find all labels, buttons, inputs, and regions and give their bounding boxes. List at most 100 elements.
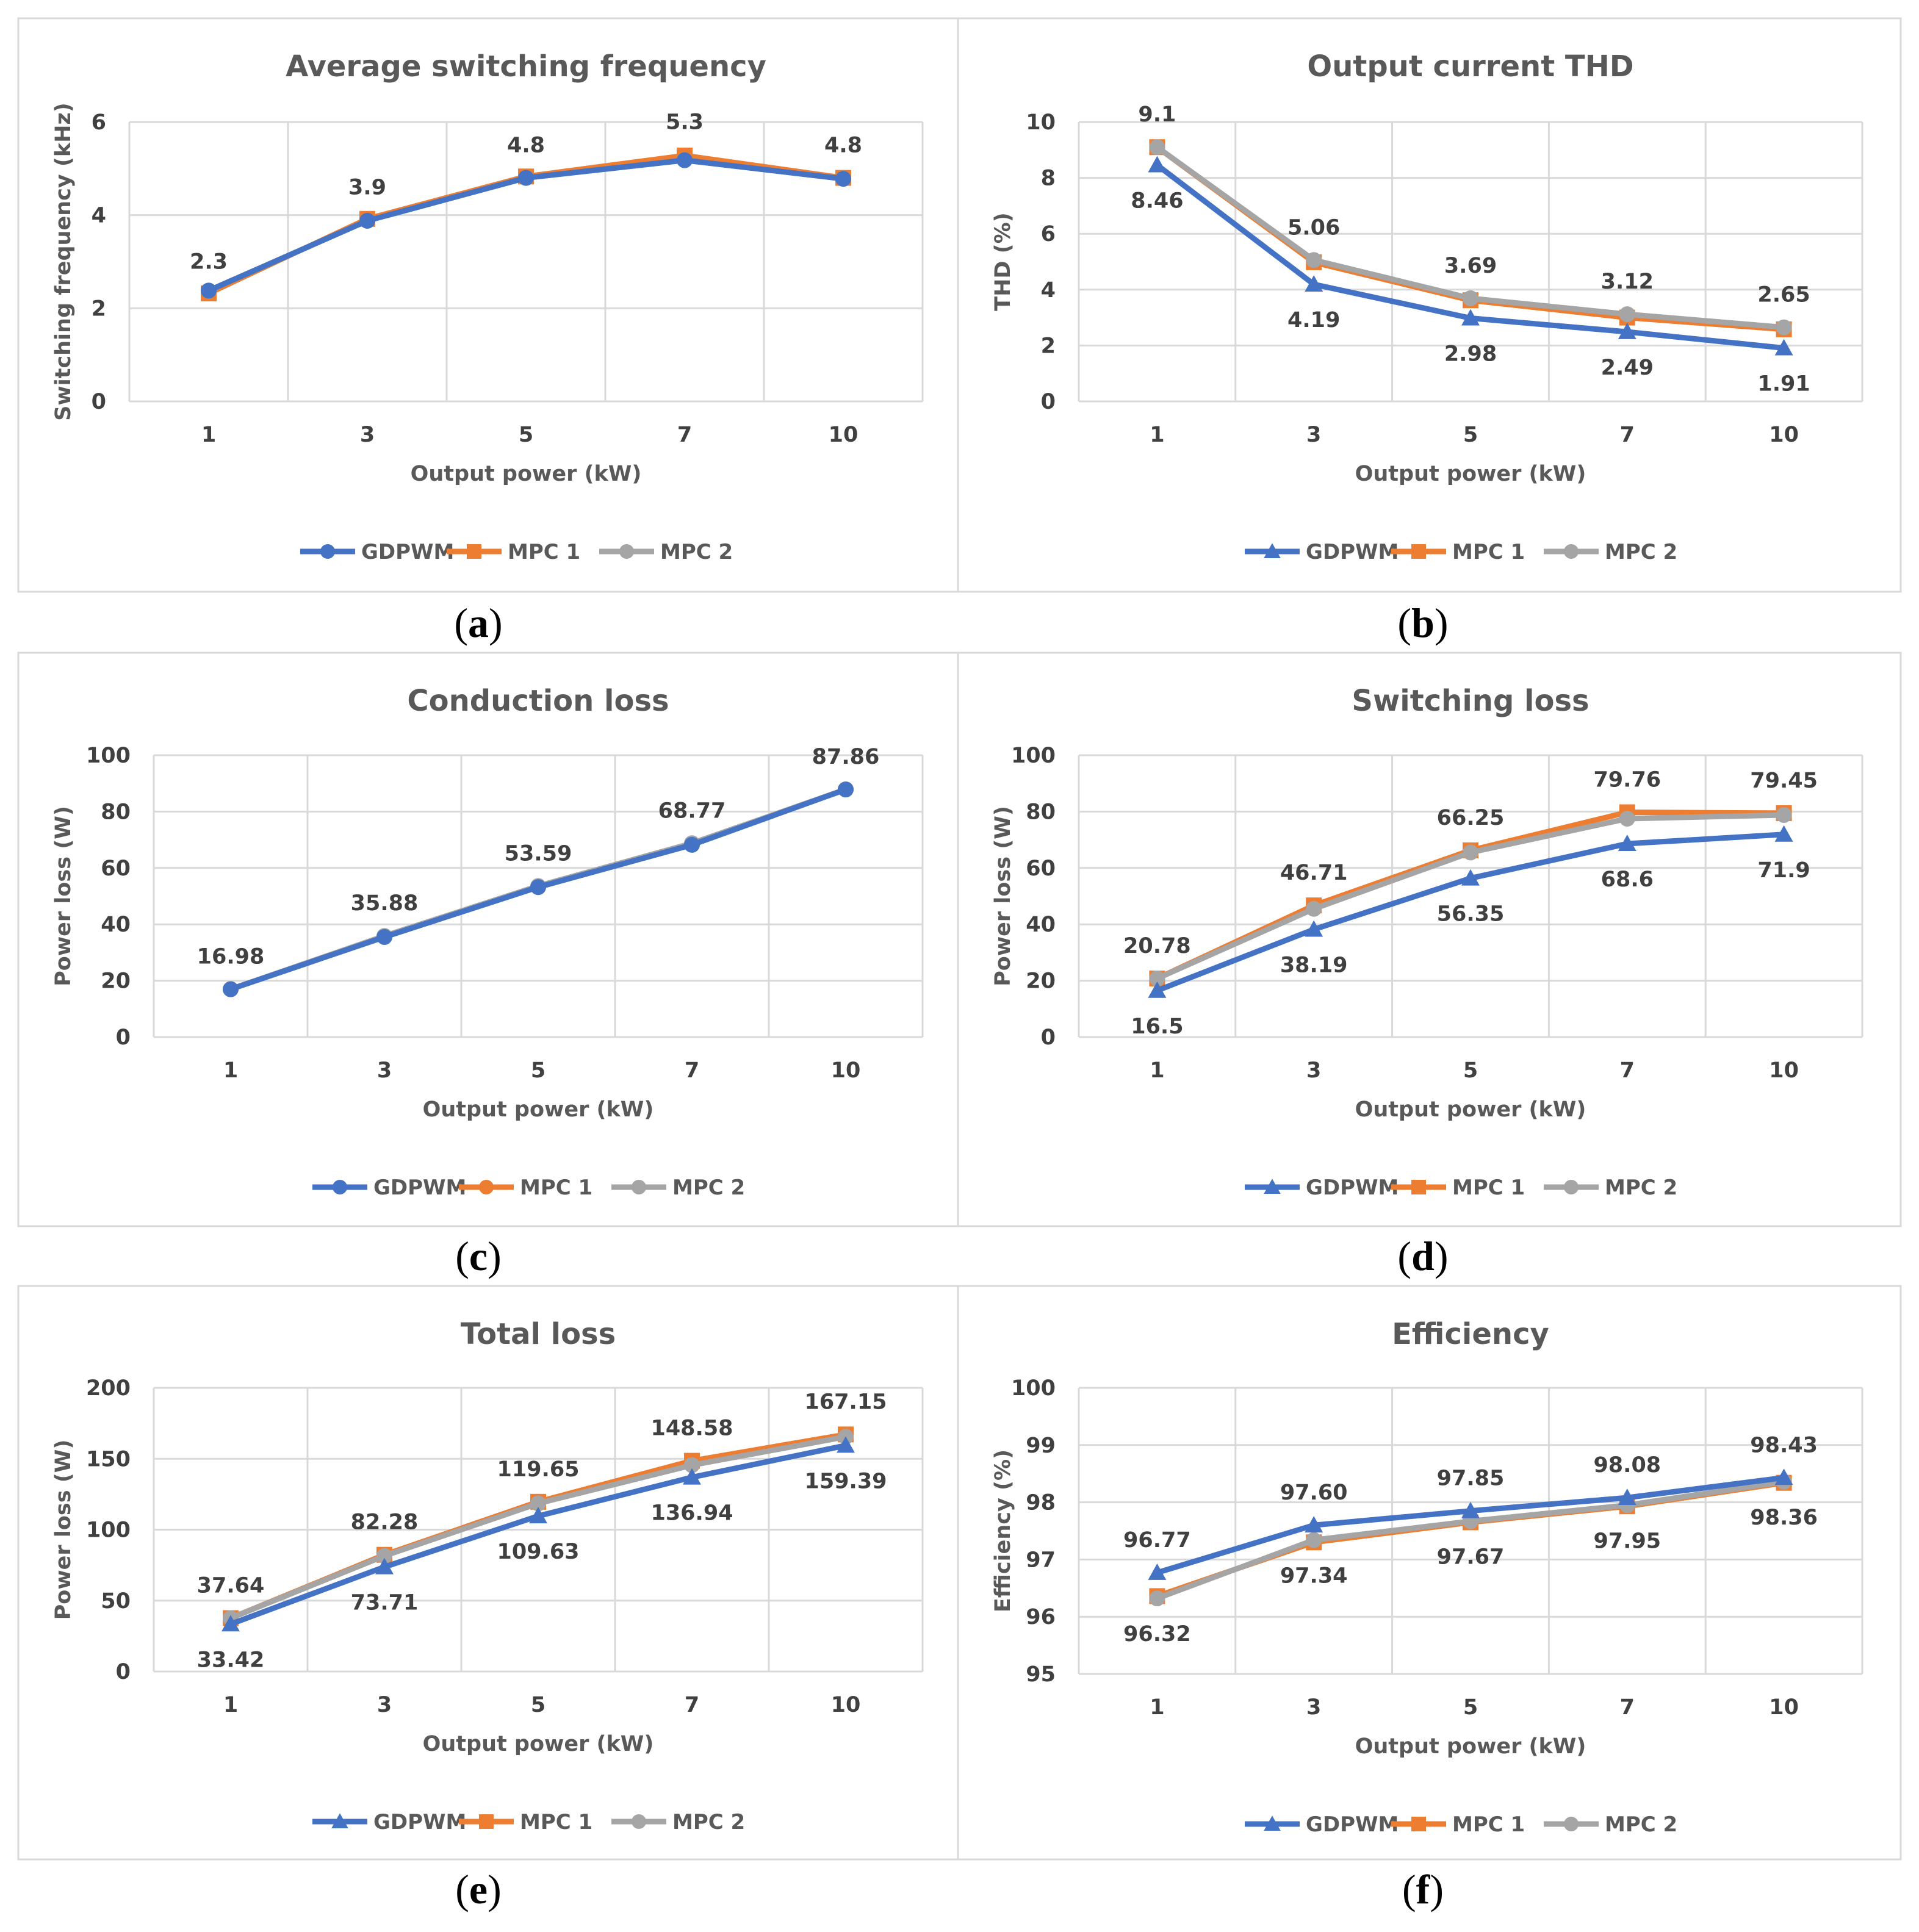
data-label: 79.45: [1750, 769, 1818, 793]
y-tick-label: 98: [1026, 1491, 1056, 1515]
x-tick-label: 7: [1620, 1058, 1635, 1083]
x-axis-title: Output power (kW): [1355, 1734, 1586, 1759]
y-tick-label: 2: [92, 296, 106, 321]
data-point-gdpwm: [1461, 309, 1480, 326]
figure-caption: (d): [1397, 1233, 1448, 1279]
x-tick-label: 10: [1769, 1695, 1799, 1720]
chart-title: Total loss: [461, 1317, 616, 1351]
x-tick-label: 3: [1306, 1058, 1321, 1083]
data-label: 5.3: [666, 110, 704, 134]
y-tick-label: 2: [1041, 334, 1056, 358]
chart-panel-b: Output current THD 0 2 4 6 8 10 1 3 5 7 10 Output po…: [957, 17, 1902, 593]
data-label: 119.65: [497, 1457, 579, 1482]
chart-title: Efficiency: [1392, 1317, 1549, 1351]
data-point-mpc-2: [1149, 970, 1165, 986]
data-point-gdpwm: [518, 170, 534, 186]
x-tick-label: 5: [1463, 1058, 1478, 1083]
data-point-gdpwm: [1774, 825, 1793, 842]
x-tick-label: 7: [677, 423, 692, 447]
x-axis-title: Output power (kW): [423, 1097, 654, 1122]
y-tick-label: 10: [1026, 110, 1056, 135]
data-label: 3.69: [1444, 254, 1497, 278]
caption-letter: a: [468, 600, 489, 646]
figure-caption: (f): [1402, 1866, 1444, 1912]
y-tick-label: 100: [86, 1518, 131, 1543]
data-label: 8.46: [1131, 189, 1183, 214]
y-tick-label: 100: [86, 744, 131, 768]
y-tick-label: 150: [86, 1447, 131, 1471]
legend-marker: [1264, 1179, 1281, 1194]
data-point-gdpwm: [201, 282, 217, 299]
data-point-gdpwm: [1774, 1468, 1793, 1485]
caption-paren: ): [488, 1233, 502, 1279]
data-point-gdpwm: [1148, 156, 1167, 173]
chart-frame: [17, 17, 959, 593]
caption-paren: ): [1435, 1233, 1449, 1279]
x-tick-label: 1: [201, 423, 216, 447]
data-point-gdpwm: [1618, 835, 1636, 852]
caption-paren: ): [1435, 600, 1449, 646]
x-tick-label: 3: [377, 1058, 392, 1083]
data-label: 68.77: [658, 799, 726, 823]
figure-caption: (e): [455, 1866, 502, 1912]
legend-marker: [1264, 543, 1281, 559]
caption-paren: ): [489, 600, 503, 646]
x-tick-label: 1: [223, 1058, 238, 1083]
legend-label: GDPWM: [1306, 1812, 1399, 1837]
y-tick-label: 50: [101, 1589, 131, 1614]
chart-panel-f: Efficiency 95 96 97 98 99 100 1 3 5 7 10 Output powe…: [957, 1285, 1902, 1861]
legend-label: MPC 2: [1605, 1176, 1677, 1200]
x-tick-label: 5: [531, 1693, 545, 1717]
y-axis-title: THD (%): [991, 212, 1015, 311]
y-tick-label: 40: [1026, 913, 1056, 937]
x-tick-label: 10: [831, 1058, 861, 1083]
chart-title: Switching loss: [1352, 684, 1589, 718]
legend-marker: [632, 1814, 646, 1829]
data-point-gdpwm: [1148, 981, 1167, 998]
legend-marker: [1264, 1815, 1281, 1831]
data-point-gdpwm: [1774, 339, 1793, 356]
x-tick-label: 3: [1306, 1695, 1321, 1720]
x-axis-title: Output power (kW): [423, 1732, 654, 1756]
data-point-gdpwm: [1305, 275, 1323, 292]
y-axis-title: Power loss (W): [51, 1440, 76, 1620]
legend-marker: [1411, 1180, 1426, 1194]
chart-title: Average switching frequency: [286, 49, 766, 84]
legend-marker: [479, 1180, 494, 1194]
data-label: 96.32: [1123, 1622, 1191, 1647]
y-tick-label: 0: [116, 1660, 131, 1684]
data-point-mpc-2: [1619, 306, 1635, 323]
data-label: 148.58: [650, 1417, 733, 1441]
x-tick-label: 10: [829, 423, 859, 447]
data-label: 96.77: [1123, 1528, 1191, 1553]
y-tick-label: 97: [1026, 1548, 1056, 1572]
data-label: 73.71: [351, 1591, 419, 1615]
figure-caption: (b): [1397, 600, 1448, 646]
legend-marker: [467, 544, 481, 559]
data-label: 46.71: [1280, 861, 1348, 885]
caption-paren: (: [454, 600, 468, 646]
caption-letter: e: [469, 1866, 488, 1912]
legend-marker: [1564, 544, 1579, 559]
data-point-mpc-2: [1776, 319, 1792, 336]
y-tick-label: 60: [1026, 856, 1056, 881]
legend-marker: [479, 1814, 494, 1829]
data-label: 16.5: [1131, 1014, 1183, 1039]
data-point-gdpwm: [683, 1468, 701, 1485]
data-label: 98.36: [1750, 1506, 1818, 1530]
y-tick-label: 80: [101, 800, 131, 824]
data-point-gdpwm: [1461, 1501, 1480, 1518]
y-tick-label: 20: [101, 969, 131, 994]
x-tick-label: 5: [519, 423, 533, 447]
legend-marker: [331, 1813, 348, 1829]
legend-label: MPC 2: [672, 1176, 745, 1200]
y-tick-label: 6: [92, 110, 106, 135]
chart-title: Conduction loss: [407, 684, 669, 718]
x-axis-title: Output power (kW): [1355, 462, 1586, 486]
caption-letter: b: [1411, 600, 1435, 646]
data-label: 37.64: [197, 1573, 265, 1598]
chart-frame: [957, 17, 1902, 593]
x-axis-title: Output power (kW): [411, 462, 642, 486]
data-label: 97.60: [1280, 1481, 1348, 1505]
